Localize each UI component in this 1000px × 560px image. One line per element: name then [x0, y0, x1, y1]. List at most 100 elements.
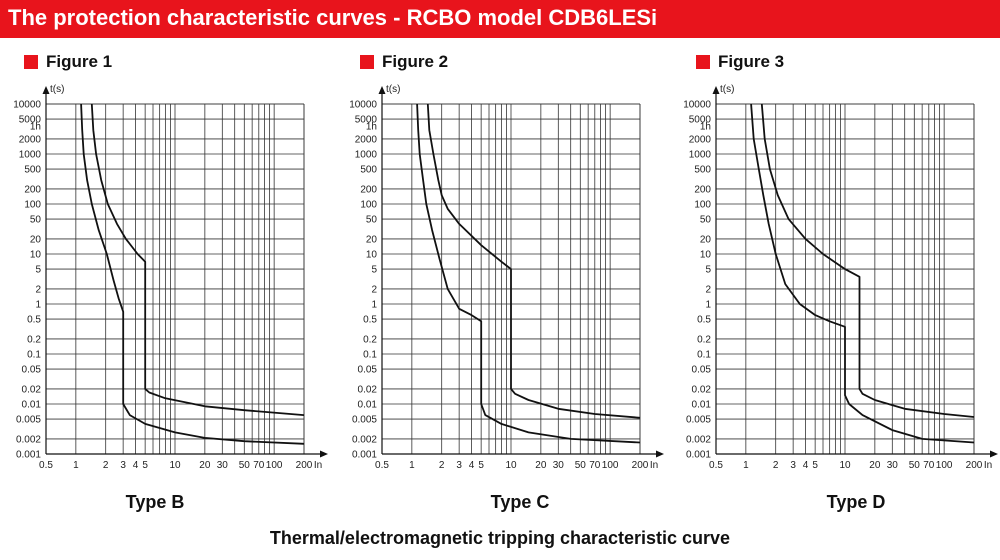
y-tick-label: 0.05 — [358, 365, 378, 376]
chart-type-d: 100005000200010005002001005020105210.50.… — [683, 84, 998, 471]
y-axis-title: t(s) — [720, 84, 734, 95]
x-tick-label: 30 — [217, 460, 229, 471]
curve-lower-limit — [416, 103, 641, 444]
curve-upper-limit — [90, 103, 305, 416]
y-tick-label: 0.02 — [22, 384, 42, 395]
curve-upper-limit — [426, 103, 641, 419]
y-tick-label: 1 — [371, 300, 377, 311]
x-tick-label: 1 — [743, 460, 749, 471]
x-tick-label: 4 — [803, 460, 809, 471]
y-tick-label: 0.5 — [363, 315, 377, 326]
x-tick-label: 30 — [553, 460, 565, 471]
y-tick-label: 0.002 — [16, 434, 41, 445]
x-tick-label: 30 — [887, 460, 899, 471]
x-tick-label: 4 — [469, 460, 475, 471]
y-tick-label: 5 — [35, 265, 41, 276]
y-tick-label: 500 — [694, 165, 711, 176]
y-tick-label: 50 — [30, 215, 42, 226]
y-tick-label: 10 — [366, 250, 378, 261]
y-tick-label: 0.002 — [686, 434, 711, 445]
type-d-label: Type D — [826, 492, 886, 512]
type-b-label: Type B — [125, 492, 185, 512]
x-tick-label: 50 — [909, 460, 921, 471]
y-tick-label: 0.1 — [363, 350, 377, 361]
y-tick-label: 1 — [35, 300, 41, 311]
y-tick-label: 200 — [694, 184, 711, 195]
x-tick-label: 200 — [966, 460, 983, 471]
type-c-label: Type C — [490, 492, 550, 512]
y-tick-label: 100 — [694, 200, 711, 211]
y-tick-label: 1000 — [355, 150, 378, 161]
y-tick-label: 5 — [371, 265, 377, 276]
x-axis-arrow — [656, 450, 664, 458]
x-tick-label: 70 — [923, 460, 935, 471]
y-tick-label: 0.2 — [363, 334, 377, 345]
x-tick-label: 70 — [589, 460, 601, 471]
y-tick-label: 2000 — [19, 134, 42, 145]
figure-1-label: Figure 1 — [46, 52, 113, 71]
x-tick-label: 200 — [296, 460, 313, 471]
x-tick-label: 3 — [120, 460, 126, 471]
y-axis-title: t(s) — [50, 84, 64, 95]
x-tick-label: 20 — [869, 460, 881, 471]
y-tick-label: 0.1 — [697, 350, 711, 361]
y-axis-arrow — [712, 86, 720, 94]
chart-type-c: 10000 5000 2000 1000 500 200 100 50 20 10 5 2 1 0.5 0.… — [349, 84, 664, 471]
y-tick-label: 0.01 — [692, 400, 712, 411]
y-tick-label: 1 — [705, 300, 711, 311]
chart-type-b: 100005000200010005002001005020105210.50.… — [13, 84, 328, 471]
curve-lower-limit — [80, 103, 305, 445]
y-tick-label: 2 — [705, 284, 711, 295]
x-tick-label: 10 — [839, 460, 851, 471]
y-tick-label: 0.05 — [692, 365, 712, 376]
y-tick-label: 0.001 — [16, 450, 41, 461]
y-tick-label: 500 — [360, 165, 377, 176]
y-tick-label: 0.001 — [352, 450, 377, 461]
curve-upper-limit — [760, 103, 975, 418]
x-tick-label: 100 — [602, 460, 619, 471]
y-axis-arrow — [378, 86, 386, 94]
x-tick-label: 5 — [142, 460, 148, 471]
y-tick-label: 1000 — [689, 150, 712, 161]
y-tick-label: 0.01 — [22, 400, 42, 411]
y-tick-label: 0.02 — [692, 384, 712, 395]
header-banner: The protection characteristic curves - R… — [0, 0, 1000, 38]
y-axis-arrow — [42, 86, 50, 94]
x-tick-label: 70 — [253, 460, 265, 471]
y-tick-label: 2 — [371, 284, 377, 295]
y-tick-label: 0.005 — [352, 415, 377, 426]
y-tick-label: 5000 — [355, 115, 378, 126]
y-tick-label: 2000 — [355, 134, 378, 145]
x-tick-label: 20 — [535, 460, 547, 471]
x-tick-label: 2 — [439, 460, 445, 471]
x-tick-label: 5 — [812, 460, 818, 471]
y-tick-label: 0.2 — [697, 334, 711, 345]
y-tick-label: 5000 — [19, 115, 42, 126]
y-tick-label: 20 — [366, 234, 378, 245]
figure-2-label: Figure 2 — [382, 52, 449, 71]
figure-2-header: Figure 2 — [360, 50, 448, 74]
y-tick-label: 0.02 — [358, 384, 378, 395]
y-tick-label: 20 — [30, 234, 42, 245]
y-tick-label: 2 — [35, 284, 41, 295]
x-tick-label: 0.5 — [39, 460, 53, 471]
x-tick-label: 3 — [790, 460, 796, 471]
x-tick-label: 50 — [575, 460, 587, 471]
y-tick-label: 10000 — [683, 100, 711, 111]
y-tick-label: 0.5 — [697, 315, 711, 326]
figure-1-header: Figure 1 — [24, 50, 112, 74]
y-tick-label: 200 — [24, 184, 41, 195]
x-tick-label: 50 — [239, 460, 251, 471]
x-tick-label: 200 — [632, 460, 649, 471]
y-tick-label: 0.5 — [27, 315, 41, 326]
y-tick-label: 100 — [24, 200, 41, 211]
figure-2-marker — [360, 55, 374, 69]
x-tick-label: 0.5 — [709, 460, 723, 471]
y-tick-label: 2000 — [689, 134, 712, 145]
y-tick-label: 50 — [366, 215, 378, 226]
y-tick-label: 10 — [700, 250, 712, 261]
x-axis-title: In — [650, 460, 658, 471]
x-tick-label: 100 — [266, 460, 283, 471]
x-tick-label: 1 — [409, 460, 415, 471]
y-tick-label: 10000 — [349, 100, 377, 111]
